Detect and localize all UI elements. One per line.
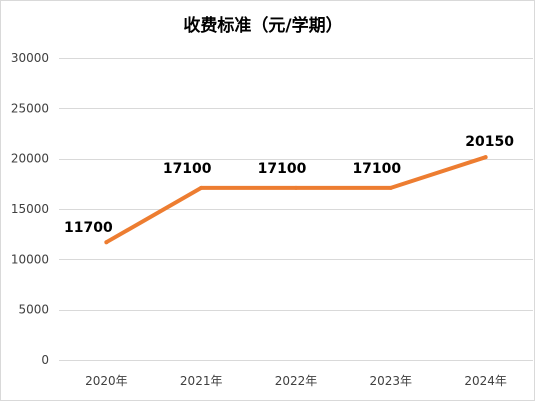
x-tick-label: 2020年 [85,374,128,388]
x-axis-tick-labels: 2020年 2021年 2022年 2023年 2024年 [85,374,507,388]
x-tick-label: 2023年 [370,374,413,388]
y-tick-label: 25000 [11,101,49,115]
y-axis-tick-labels: 0 5000 10000 15000 20000 25000 30000 [11,51,49,367]
y-tick-label: 30000 [11,51,49,65]
y-tick-label: 0 [41,353,49,367]
data-label: 20150 [465,134,514,150]
data-label: 17100 [352,161,401,177]
data-label: 17100 [258,161,307,177]
x-tick-label: 2024年 [464,374,507,388]
data-label: 11700 [64,220,113,236]
data-point [294,185,298,190]
chart-title: 收费标准（元/学期） [183,15,342,36]
data-labels: 11700 17100 17100 17100 20150 [64,134,514,236]
y-tick-label: 10000 [11,252,49,266]
data-point [483,155,488,160]
data-label: 17100 [163,161,212,177]
x-tick-label: 2021年 [180,374,223,388]
y-tick-label: 20000 [11,152,49,166]
data-point [388,185,393,190]
data-point [104,240,109,245]
gridlines [59,58,533,361]
series-line-group [104,155,488,245]
y-tick-label: 15000 [11,202,49,216]
data-point [199,185,204,190]
y-tick-label: 5000 [18,303,49,317]
x-tick-label: 2022年 [275,374,318,388]
